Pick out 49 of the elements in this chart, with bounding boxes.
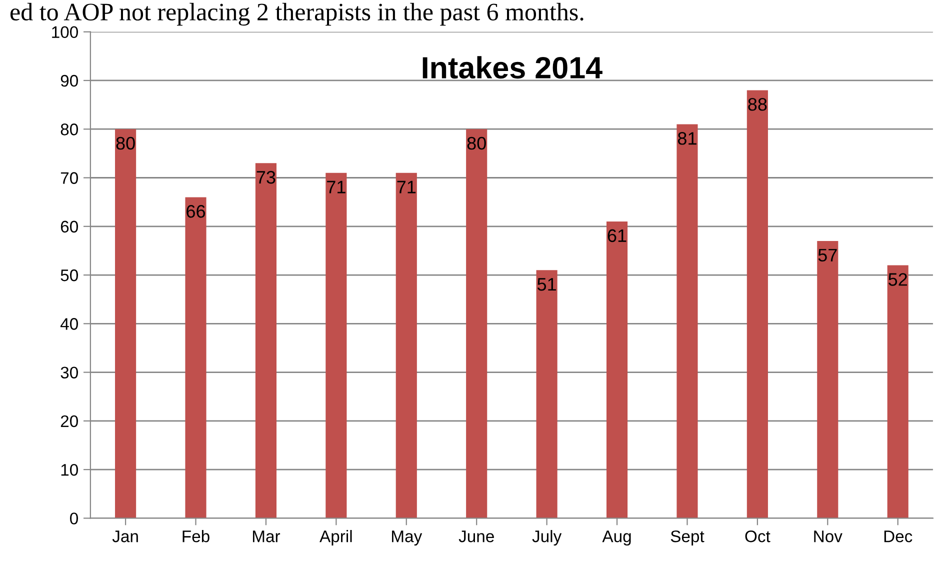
x-tick-label: May (392, 530, 422, 546)
bar (326, 172, 347, 518)
x-tick-label: Dec (884, 530, 912, 542)
y-tick-label: 10 (61, 464, 78, 476)
x-tick-label: Jan (112, 530, 138, 542)
data-label: 81 (678, 132, 696, 145)
bar (466, 129, 488, 518)
y-tick-label: 20 (60, 415, 78, 428)
bar (255, 163, 276, 518)
data-label: 80 (116, 136, 135, 150)
bar (115, 129, 136, 518)
text: Intakes 2014 (422, 56, 602, 79)
bar (536, 270, 558, 518)
data-label: 51 (537, 278, 556, 291)
y-tick-label: 90 (60, 74, 78, 87)
x-tick-label: Nov (814, 530, 842, 542)
data-label: 66 (186, 204, 206, 218)
y-tick-label: 100 (52, 26, 78, 38)
y-tick-label: 70 (60, 172, 78, 184)
x-tick-label: Oct (745, 530, 770, 542)
x-tick-label: July (532, 530, 562, 546)
bar (817, 240, 838, 518)
bar (396, 172, 417, 518)
x-tick-label: Mar (252, 530, 280, 542)
data-label: 88 (748, 98, 767, 111)
y-tick-label: 60 (60, 220, 78, 233)
bar (606, 222, 628, 518)
x-tick-label: June (458, 530, 494, 542)
x-tick-label: Sept (670, 530, 704, 546)
y-tick-label: 40 (60, 318, 78, 330)
bar (676, 124, 698, 518)
bar (185, 197, 206, 518)
data-label: 57 (818, 248, 837, 262)
y-tick-label: 50 (60, 269, 78, 282)
y-tick-label: 80 (60, 124, 78, 136)
text: ed to AOP not replacing 2 therapists in the past 6 months. (10, 2, 584, 26)
x-tick-label: Feb (182, 530, 210, 542)
x-tick-label: Aug (602, 530, 631, 546)
x-tick-label: April (320, 530, 352, 546)
y-tick-label: 30 (60, 366, 78, 378)
data-label: 61 (608, 229, 626, 242)
data-label: 80 (467, 136, 486, 150)
data-label: 52 (888, 273, 907, 286)
bar (746, 90, 768, 518)
data-label: 73 (256, 170, 276, 184)
data-label: 71 (327, 180, 346, 194)
data-label: 71 (397, 180, 416, 194)
y-tick-label: 0 (70, 512, 78, 524)
bar (887, 265, 908, 518)
